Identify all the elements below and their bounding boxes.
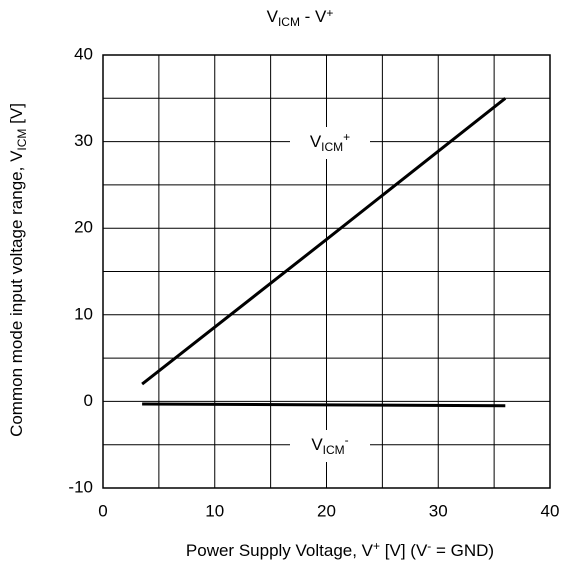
annotation: VICM+ [310, 130, 350, 154]
y-tick-label: 10 [74, 304, 93, 323]
y-tick-label: -10 [68, 477, 93, 496]
y-tick-label: 0 [84, 391, 93, 410]
annotation-part: V [311, 435, 323, 454]
annotation-background [290, 430, 370, 462]
y-tick-label: 30 [74, 131, 93, 150]
x-axis-label: Power Supply Voltage, V+ [V] (V- = GND) [186, 539, 494, 560]
annotation-part: ICM [323, 443, 345, 457]
series-line [142, 402, 506, 408]
annotation: VICM- [311, 433, 348, 457]
chart-title: VICM - V+ [267, 6, 334, 29]
x-tick-label: 10 [205, 501, 224, 520]
annotation-part: ICM [321, 140, 343, 154]
series-line [141, 97, 507, 386]
y-axis-label: Common mode input voltage range, VICM [V… [7, 103, 29, 437]
x-tick-label: 20 [317, 501, 336, 520]
annotation-part: V [310, 132, 322, 151]
annotation-background [290, 127, 370, 159]
x-tick-label: 30 [429, 501, 448, 520]
plot-frame [102, 54, 551, 489]
annotation-part: + [343, 130, 350, 144]
x-tick-label: 0 [98, 501, 107, 520]
y-tick-label: 20 [74, 218, 93, 237]
y-tick-label: 40 [74, 44, 93, 63]
annotation-part: - [345, 433, 349, 447]
x-tick-label: 40 [541, 501, 560, 520]
